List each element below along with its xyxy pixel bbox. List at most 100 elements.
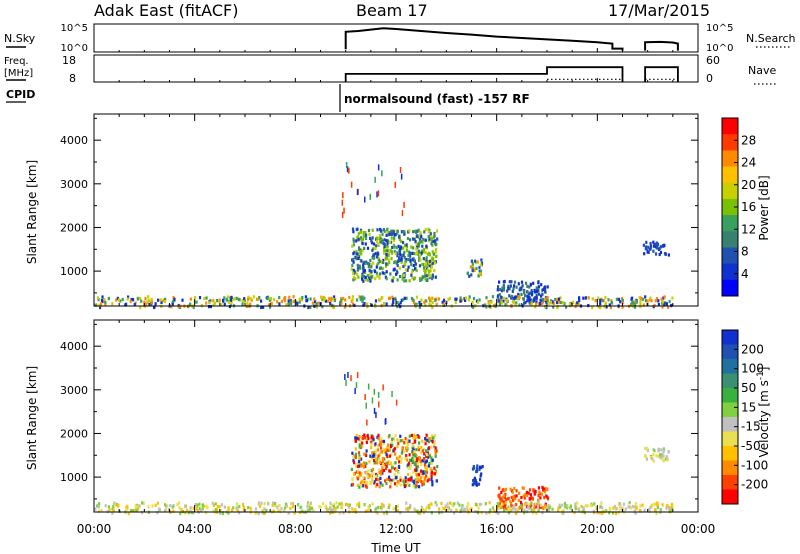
velocity-panel-cell [205,511,208,515]
velocity-panel-cell [357,475,360,479]
velocity-panel-cell [665,504,669,508]
power-panel-cell [402,241,405,245]
power-panel-cell [635,300,638,304]
power-panel-cell [416,229,419,233]
power-panel-cell [425,264,428,268]
velocity-panel-cell [384,462,387,466]
velocity-panel-cell [413,481,416,486]
velocity-panel-cell [569,506,572,510]
power-cbar-tick-label: 24 [741,156,756,170]
power-panel-cell [154,302,157,306]
power-panel-cell [396,259,399,263]
velocity-panel-cell [498,495,501,499]
velocity-panel-cell [421,459,424,463]
power-panel-cell [434,240,437,244]
power-panel-cell [360,252,363,256]
velocity-panel-cell [363,480,366,484]
power-panel-cell [383,238,386,242]
velocity-panel-cell [370,469,373,473]
power-panel-cell [412,300,415,304]
power-panel-cell [359,248,362,252]
power-panel-cell [249,297,252,301]
power-panel-cell [392,230,395,234]
power-panel-cell [415,252,418,256]
power-panel-cell [424,261,428,266]
velocity-panel-cell [408,439,411,443]
velocity-panel-cell [654,508,657,512]
velocity-panel-cell [479,502,482,506]
velocity-panel-cell [388,469,391,473]
power-panel-cell [376,263,379,267]
power-panel-cell [360,259,363,263]
power-panel-cell [396,254,399,258]
power-panel-cell [385,239,388,243]
velocity-panel-cell [358,443,361,447]
power-panel-cell [400,260,403,264]
power-panel-cell [480,261,484,265]
velocity-panel-cell [435,449,438,453]
power-panel-cell [292,299,296,303]
power-panel-cell [350,267,353,271]
velocity-panel-cell [500,505,503,509]
velocity-panel-cell [645,457,649,461]
velocity-panel-cell [659,508,662,512]
velocity-panel-cell [662,459,665,463]
velocity-panel-cell [413,433,416,437]
velocity-panel-cell [396,445,399,449]
velocity-panel-cell [413,436,416,440]
velocity-panel-cell [212,509,215,513]
velocity-cbar-tick-label: -100 [741,458,768,472]
velocity-panel-cell [528,502,531,506]
velocity-panel-cell [657,454,660,458]
velocity-panel-cell [653,449,656,453]
power-panel-cell [386,262,389,266]
power-panel-cell [431,273,434,277]
velocity-panel-cell [511,490,514,494]
velocity-panel-cell [446,508,449,512]
velocity-panel-cell [179,511,182,516]
power-panel-cell [387,258,390,262]
velocity-panel-cell [351,451,354,455]
power-panel-cell [233,297,236,301]
power-panel-cell [426,260,430,264]
power-panel-cell [530,291,533,295]
power-panel-cell [558,300,561,304]
velocity-panel-cell [503,493,506,497]
velocity-panel-cell [388,447,391,451]
velocity-panel-cell [394,482,397,486]
power-panel-cell [431,305,434,310]
velocity-panel-cell [390,481,393,485]
power-cbar-swatch [722,247,738,265]
power-panel-cell [352,239,355,243]
power-panel-cell [208,301,211,305]
power-panel-cell [385,277,388,281]
power-panel-cell [344,298,347,302]
power-panel-cell [541,292,544,296]
velocity-panel-cell [371,435,374,439]
velocity-panel-cell [373,388,376,395]
power-panel-cell [587,296,590,300]
velocity-panel-cell [520,495,523,500]
power-panel-cell [343,305,346,309]
velocity-panel-cell [424,460,427,464]
velocity-panel-cell [366,419,368,426]
power-panel-cell [389,272,392,276]
power-panel-cell [111,302,114,306]
velocity-panel-cell [330,503,333,507]
velocity-panel-cell [383,448,386,452]
velocity-panel-cell [595,506,598,510]
power-panel-cell [379,298,382,302]
power-panel-cell [405,296,408,300]
velocity-panel-cell [360,484,363,488]
power-panel-cell [246,297,250,302]
power-panel-cell [398,238,401,242]
velocity-panel-cell [369,454,372,458]
freq-strip-frame [93,54,699,83]
power-cbar-tick-label: 4 [741,267,749,281]
velocity-panel-cell [379,442,383,446]
power-panel-cell [381,239,384,243]
power-panel-cell [546,285,549,289]
nsearch-label: N.Search [746,32,796,45]
power-panel-cell [527,292,530,296]
power-panel-cell [382,260,385,265]
